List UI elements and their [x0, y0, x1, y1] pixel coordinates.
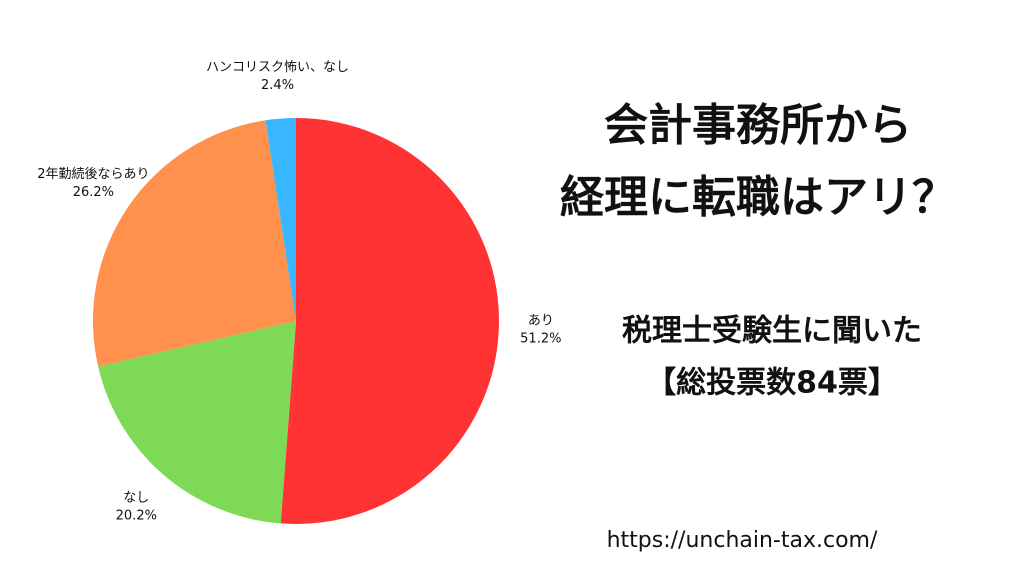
slice-label: なし — [123, 490, 149, 505]
source-url: https://unchain-tax.com/ — [607, 528, 878, 553]
chart-title: 経理に転職はアリ？ — [560, 172, 956, 223]
pie-slice — [265, 118, 296, 321]
pie-slice — [93, 120, 296, 367]
pie-slice — [98, 321, 296, 524]
slice-label: 2年勤続後ならあり — [37, 167, 149, 182]
slice-value-label: 20.2% — [116, 508, 157, 523]
chart-subtitle: 【総投票数84票】 — [646, 366, 898, 401]
chart-subtitle: 税理士受験生に聞いた — [622, 314, 922, 349]
chart-title: 会計事務所から — [604, 100, 912, 151]
slice-value-label: 2.4% — [261, 78, 294, 93]
slice-value-label: 51.2% — [520, 332, 561, 347]
slice-value-label: 26.2% — [73, 185, 114, 200]
slice-label: ハンコリスク怖い、なし — [206, 59, 349, 75]
slice-label: あり — [528, 314, 554, 329]
pie-slice — [280, 118, 499, 524]
